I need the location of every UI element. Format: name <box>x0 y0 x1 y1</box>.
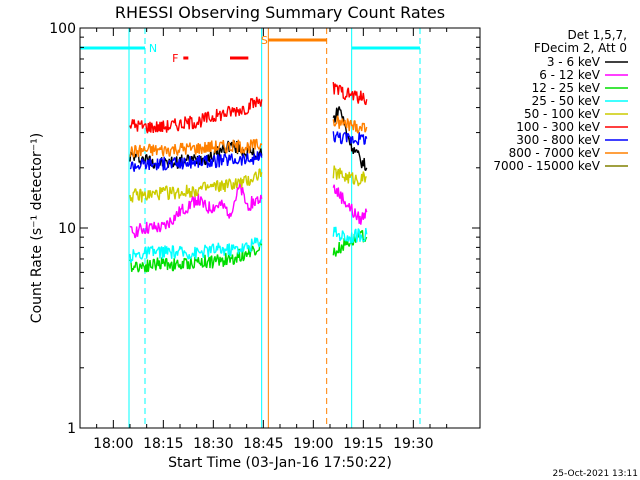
series-line-6-0 <box>129 151 263 172</box>
series-line-0-1 <box>332 106 368 171</box>
axes-layer: 18:00 18:15 18:30 18:45 19:00 19:15 19:30 1 10 10… <box>49 21 481 452</box>
series-line-5-0 <box>129 96 263 134</box>
x-axis-label: Start Time (03-Jan-16 17:50:22) <box>168 455 392 471</box>
data-layer: N F S <box>80 28 421 428</box>
legend-label-6: 300 - 800 keV <box>516 133 600 147</box>
flag-n-label: N <box>149 42 157 55</box>
legend-label-7: 800 - 7000 keV <box>509 146 601 160</box>
chart-title: RHESSI Observing Summary Count Rates <box>115 3 445 22</box>
legend-label-4: 50 - 100 keV <box>524 107 601 121</box>
legend-label-0: 3 - 6 keV <box>547 55 601 69</box>
x-tick-label-1: 18:15 <box>143 436 183 452</box>
series-line-2-0 <box>129 241 263 273</box>
x-tick-label-4: 19:00 <box>293 436 333 452</box>
series-line-7-1 <box>332 115 368 134</box>
series-line-1-1 <box>332 184 368 225</box>
y-tick-label-0: 1 <box>67 421 76 437</box>
y-tick-label-2: 100 <box>49 21 76 37</box>
legend-label-3: 25 - 50 keV <box>532 94 601 108</box>
legend-label-8: 7000 - 15000 keV <box>493 159 600 173</box>
series-line-4-0 <box>129 168 263 203</box>
series-line-3-0 <box>129 237 263 264</box>
legend-label-1: 6 - 12 keV <box>539 68 601 82</box>
series-line-7-0 <box>129 138 263 158</box>
series-line-6-1 <box>332 131 368 146</box>
x-tick-label-2: 18:30 <box>193 436 233 452</box>
timestamp: 25-Oct-2021 13:11 <box>553 469 638 479</box>
flag-f-label: F <box>172 52 178 65</box>
flag-s-label: S <box>261 34 268 47</box>
x-tick-label-0: 18:00 <box>93 436 133 452</box>
series-line-5-1 <box>332 82 368 106</box>
series-line-3-1 <box>332 226 368 244</box>
series-line-2-1 <box>332 229 368 257</box>
series-line-4-1 <box>332 165 367 187</box>
x-tick-label-3: 18:45 <box>243 436 283 452</box>
legend-header-1: Det 1,5,7, <box>568 28 628 42</box>
x-tick-label-6: 19:30 <box>393 436 433 452</box>
x-tick-label-5: 19:15 <box>343 436 383 452</box>
legend-label-2: 12 - 25 keV <box>532 81 601 95</box>
y-tick-label-1: 10 <box>58 221 76 237</box>
legend-header-2: FDecim 2, Att 0 <box>534 41 627 55</box>
y-axis-label: Count Rate (s⁻¹ detector⁻¹) <box>29 133 45 323</box>
legend-label-5: 100 - 300 keV <box>516 120 600 134</box>
